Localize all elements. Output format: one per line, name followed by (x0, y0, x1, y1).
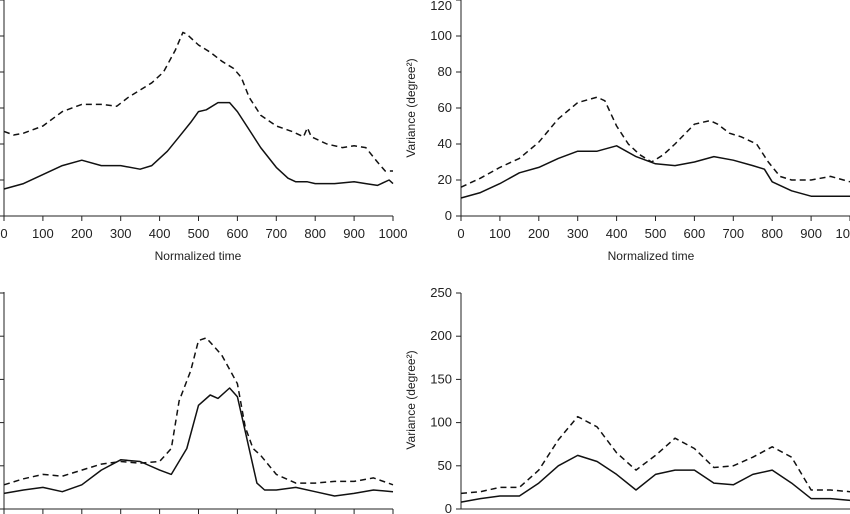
x-tick-label: 100 (489, 226, 511, 241)
dashed-series-line (460, 96, 850, 188)
x-tick-label: 700 (722, 226, 744, 241)
x-tick-label: 700 (265, 226, 287, 241)
y-ticks: 0 20 40 60 80 100 120 (430, 0, 461, 223)
y-tick-label: 200 (430, 328, 452, 343)
solid-series-line (460, 454, 850, 503)
x-axis-title: Normalized time (608, 249, 695, 263)
y-axis-title: Variance (degree²) (404, 350, 418, 449)
x-tick-label: 600 (684, 226, 706, 241)
y-tick-label: 60 (438, 100, 452, 115)
solid-series-line (460, 145, 850, 199)
solid-series-line (3, 387, 394, 497)
x-ticks (3, 509, 394, 514)
x-tick-label: 900 (343, 226, 365, 241)
x-tick-label: 0 (457, 226, 464, 241)
x-tick-label: 600 (227, 226, 249, 241)
y-tick-label: 120 (430, 0, 452, 13)
y-tick-label: 150 (430, 371, 452, 386)
panel-top-left: 0 100 200 300 400 500 600 700 800 900 1000 Normali… (0, 0, 407, 263)
x-tick-label: 1000 (836, 226, 850, 241)
x-tick-label: 800 (304, 226, 326, 241)
y-axis-title: Variance (degree²) (404, 58, 418, 157)
x-tick-label: 300 (110, 226, 132, 241)
y-ticks: 0 50 100 150 200 250 (430, 285, 461, 514)
y-tick-label: 0 (445, 501, 452, 514)
series-group (460, 415, 850, 503)
y-tick-label: 0 (445, 208, 452, 223)
y-tick-label: 50 (438, 458, 452, 473)
dashed-series-line (460, 415, 850, 495)
panel-bottom-right: 0 50 100 150 200 250 Variance (degree²) (404, 285, 850, 514)
x-tick-label: 400 (606, 226, 628, 241)
panel-top-right: 0 100 200 300 400 500 600 700 800 900 1000 0 20 40 60… (404, 0, 850, 263)
x-tick-label: 400 (149, 226, 171, 241)
x-tick-label: 100 (32, 226, 54, 241)
x-tick-label: 1000 (379, 226, 408, 241)
y-tick-label: 40 (438, 136, 452, 151)
x-tick-label: 800 (761, 226, 783, 241)
y-tick-label: 80 (438, 64, 452, 79)
x-ticks: 0 100 200 300 400 500 600 700 800 900 1000 (0, 216, 407, 241)
y-tick-label: 20 (438, 172, 452, 187)
y-tick-label: 100 (430, 415, 452, 430)
solid-series-line (3, 101, 394, 190)
dashed-series-line (3, 31, 393, 172)
series-group (460, 96, 850, 199)
x-tick-label: 500 (645, 226, 667, 241)
dashed-series-line (3, 337, 394, 486)
series-group (3, 337, 394, 497)
x-tick-label: 200 (528, 226, 550, 241)
series-group (3, 31, 394, 190)
y-tick-label: 100 (430, 28, 452, 43)
x-axis-title: Normalized time (155, 249, 242, 263)
panel-bottom-left (0, 292, 394, 514)
x-tick-label: 500 (188, 226, 210, 241)
x-ticks: 0 100 200 300 400 500 600 700 800 900 1000 (457, 216, 850, 241)
y-tick-label: 250 (430, 285, 452, 300)
x-tick-label: 200 (71, 226, 93, 241)
x-tick-label: 0 (0, 226, 7, 241)
x-tick-label: 300 (567, 226, 589, 241)
x-tick-label: 900 (800, 226, 822, 241)
